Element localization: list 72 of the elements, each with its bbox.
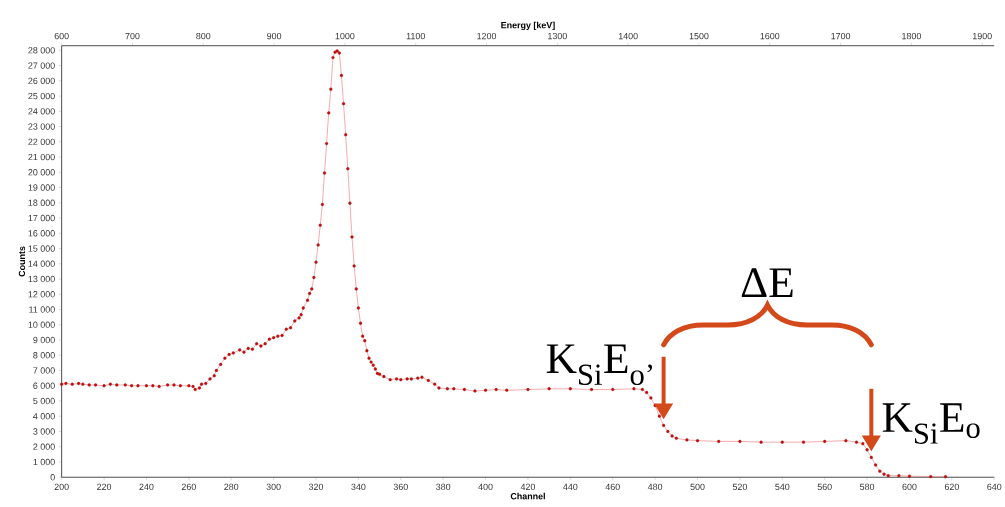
x-tick-label: 400 (478, 483, 493, 490)
y-tick-label: 14 000 (28, 260, 55, 267)
y-tick-label: 13 000 (28, 275, 55, 283)
y-tick-label: 19 000 (28, 184, 55, 191)
x2-tick-label: 1900 (972, 32, 992, 40)
y-tick-label: 6 000 (33, 382, 55, 389)
y-tick-label: 10 000 (28, 321, 55, 328)
y-tick-label: 15 000 (28, 245, 55, 252)
y-tick-label: 17 000 (28, 214, 55, 222)
x-tick-label: 460 (605, 483, 620, 490)
x-tick-label: 640 (987, 483, 1002, 490)
x-tick-label: 380 (436, 483, 451, 490)
x-tick-label: 300 (266, 483, 281, 490)
x2-tick-label: 1500 (689, 32, 709, 40)
x2-tick-label: 700 (125, 32, 140, 40)
x-tick-label: 440 (563, 483, 578, 490)
x-tick-label: 360 (393, 483, 408, 490)
annotation: K$_{Si}$E$_{o}$ (882, 403, 980, 444)
x2-tick-label: 1300 (548, 32, 567, 40)
x-axis-title: Channel (510, 492, 545, 500)
x2-tick-label: 1600 (760, 32, 780, 40)
x2-axis-title: Energy [keV] (501, 21, 555, 31)
x-tick-label: 500 (690, 483, 705, 490)
x2-tick-label: 1100 (406, 32, 425, 40)
x2-tick-label: 1400 (618, 32, 638, 40)
x-tick-label: 320 (308, 483, 324, 490)
x-tick-label: 560 (817, 483, 832, 490)
x-tick-label: 480 (647, 483, 663, 490)
x2-tick-label: 800 (196, 32, 211, 40)
y-tick-label: 18 000 (28, 199, 55, 206)
x-tick-label: 340 (351, 483, 366, 490)
y-tick-label: 1 000 (33, 458, 55, 466)
y-tick-label: 22 000 (28, 138, 55, 145)
y-tick-label: 9 000 (33, 336, 55, 344)
y-tick-label: 21 000 (28, 153, 55, 161)
y-tick-label: 28 000 (28, 47, 55, 54)
x-tick-label: 540 (775, 483, 790, 490)
y-tick-label: 3 000 (33, 428, 55, 435)
x-tick-label: 600 (902, 483, 917, 490)
y-tick-label: 27 000 (28, 62, 55, 69)
annotation: ΔE (741, 268, 793, 297)
y-tick-label: 5 000 (33, 397, 55, 405)
x-tick-label: 280 (224, 483, 239, 490)
y-tick-label: 25 000 (28, 92, 55, 100)
y-tick-label: 4 000 (33, 413, 55, 420)
y-tick-label: 26 000 (28, 77, 55, 84)
y-tick-label: 20 000 (28, 169, 55, 176)
annotation: K$_{Si}$E$_{o’}$ (546, 344, 653, 386)
x2-tick-label: 1000 (335, 32, 355, 40)
y-tick-label: 0 (50, 474, 55, 481)
x-tick-label: 220 (97, 483, 112, 490)
y-tick-label: 8 000 (33, 352, 55, 359)
y-tick-label: 24 000 (28, 108, 55, 115)
x2-tick-label: 1800 (902, 32, 921, 40)
x2-tick-label: 900 (267, 32, 282, 40)
y-tick-label: 7 000 (33, 367, 55, 374)
y-tick-label: 16 000 (28, 230, 55, 237)
x2-tick-label: 600 (54, 32, 69, 40)
x-tick-label: 200 (54, 483, 69, 490)
x-tick-label: 420 (520, 483, 536, 490)
y-tick-label: 23 000 (28, 123, 55, 130)
x-tick-label: 520 (732, 483, 747, 490)
y-tick-label: 2 000 (33, 443, 55, 450)
y-tick-label: 12 000 (28, 291, 55, 298)
x-tick-label: 580 (860, 483, 875, 490)
y-axis-title: Counts (18, 246, 26, 277)
x-tick-label: 620 (944, 483, 959, 490)
x-tick-label: 260 (181, 483, 196, 490)
x2-tick-label: 1700 (831, 32, 851, 40)
y-tick-label: 11 000 (29, 306, 55, 313)
x-tick-label: 240 (139, 483, 154, 490)
x2-tick-label: 1200 (477, 32, 497, 40)
